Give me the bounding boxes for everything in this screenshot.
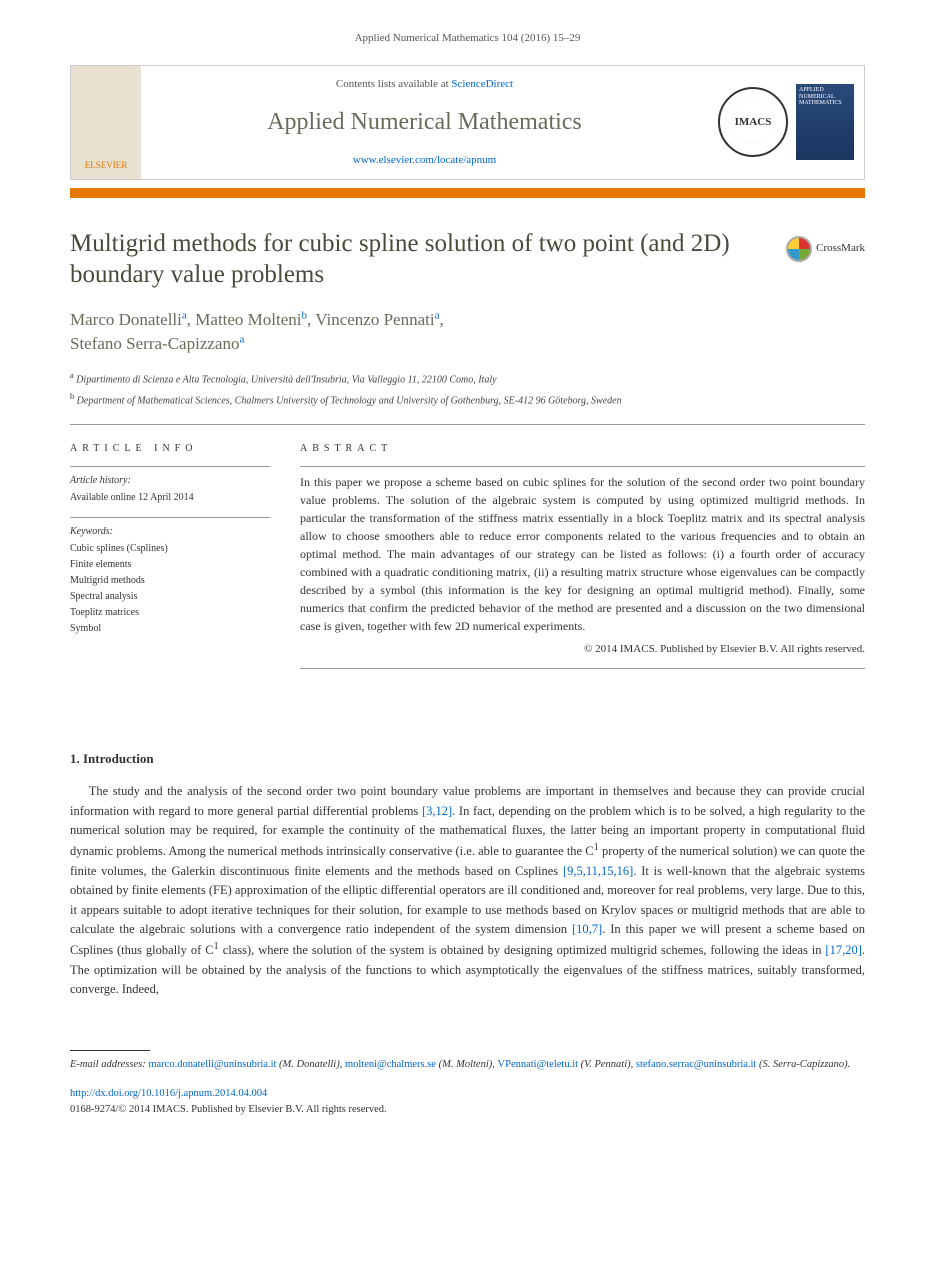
doi-block: http://dx.doi.org/10.1016/j.apnum.2014.0…	[70, 1086, 865, 1118]
banner-middle: Contents lists available at ScienceDirec…	[141, 66, 708, 179]
email-who: (V. Pennati)	[581, 1059, 631, 1070]
author-affiliation-ref[interactable]: a	[182, 309, 187, 321]
email-label: E-mail addresses:	[70, 1059, 146, 1070]
divider	[70, 424, 865, 425]
author: Marco Donatelli	[70, 310, 182, 329]
contents-list-text: Contents lists available at ScienceDirec…	[149, 76, 700, 93]
author: Matteo Molteni	[195, 310, 301, 329]
crossmark-icon	[786, 236, 812, 262]
journal-banner: ELSEVIER Contents lists available at Sci…	[70, 65, 865, 180]
history-text: Available online 12 April 2014	[70, 490, 270, 505]
email-link[interactable]: stefano.serrac@uninsubria.it	[636, 1059, 756, 1070]
crossmark-badge[interactable]: CrossMark	[786, 228, 865, 262]
email-link[interactable]: marco.donatelli@uninsubria.it	[148, 1059, 276, 1070]
banner-right: IMACS APPLIED NUMERICAL MATHEMATICS	[708, 66, 864, 179]
author-affiliation-ref[interactable]: a	[435, 309, 440, 321]
citation-link[interactable]: [17,20]	[825, 944, 861, 958]
journal-url[interactable]: www.elsevier.com/locate/apnum	[149, 152, 700, 169]
imacs-badge-icon: IMACS	[718, 87, 788, 157]
author: Stefano Serra-Capizzano	[70, 334, 239, 353]
email-link[interactable]: VPennati@teletu.it	[498, 1059, 579, 1070]
running-header: Applied Numerical Mathematics 104 (2016)…	[70, 30, 865, 47]
journal-cover-thumbnail: APPLIED NUMERICAL MATHEMATICS	[796, 84, 854, 160]
footer-divider	[70, 1050, 150, 1051]
email-who: (M. Donatelli)	[279, 1059, 340, 1070]
author: Vincenzo Pennati	[315, 310, 434, 329]
author-affiliation-ref[interactable]: b	[302, 309, 308, 321]
copyright-line: © 2014 IMACS. Published by Elsevier B.V.…	[300, 641, 865, 658]
journal-name: Applied Numerical Mathematics	[149, 104, 700, 140]
divider	[70, 517, 270, 518]
doi-link[interactable]: http://dx.doi.org/10.1016/j.apnum.2014.0…	[70, 1088, 267, 1099]
affiliation: a Dipartimento di Scienza e Alta Tecnolo…	[70, 370, 865, 387]
author-affiliation-ref[interactable]: a	[239, 333, 244, 345]
issn-line: 0168-9274/© 2014 IMACS. Published by Els…	[70, 1104, 387, 1115]
section-heading-introduction: 1. Introduction	[70, 749, 865, 769]
abstract-column: ABSTRACT In this paper we propose a sche…	[300, 441, 865, 679]
affiliation-text: Dipartimento di Scienza e Alta Tecnologi…	[76, 374, 496, 385]
contents-prefix: Contents lists available at	[336, 78, 451, 90]
publisher-logo-block: ELSEVIER	[71, 66, 141, 179]
article-title: Multigrid methods for cubic spline solut…	[70, 228, 766, 291]
divider	[300, 668, 865, 669]
footer-block: E-mail addresses: marco.donatelli@uninsu…	[70, 1050, 865, 1118]
author-list: Marco Donatellia, Matteo Moltenib, Vince…	[70, 308, 865, 356]
elsevier-logo: ELSEVIER	[85, 159, 128, 173]
introduction-body: The study and the analysis of the second…	[70, 782, 865, 999]
citation-link[interactable]: [3,12]	[422, 804, 452, 818]
divider	[70, 466, 270, 467]
keyword-list: Cubic splines (Csplines) Finite elements…	[70, 541, 270, 636]
abstract-text: In this paper we propose a scheme based …	[300, 473, 865, 635]
article-info-header: ARTICLE INFO	[70, 441, 270, 456]
email-who: (S. Serra-Capizzano)	[759, 1059, 848, 1070]
history-label: Article history:	[70, 473, 270, 488]
keyword: Cubic splines (Csplines)	[70, 541, 270, 556]
sciencedirect-link[interactable]: ScienceDirect	[451, 78, 513, 90]
affiliation-text: Department of Mathematical Sciences, Cha…	[77, 395, 622, 406]
citation-link[interactable]: [9,5,11,15,16]	[563, 864, 633, 878]
crossmark-label: CrossMark	[816, 240, 865, 257]
accent-bar	[70, 188, 865, 198]
keyword: Multigrid methods	[70, 573, 270, 588]
article-info-column: ARTICLE INFO Article history: Available …	[70, 441, 270, 679]
keyword: Toeplitz matrices	[70, 605, 270, 620]
keyword: Symbol	[70, 621, 270, 636]
affiliation: b Department of Mathematical Sciences, C…	[70, 391, 865, 408]
abstract-header: ABSTRACT	[300, 441, 865, 456]
email-addresses: E-mail addresses: marco.donatelli@uninsu…	[70, 1057, 865, 1073]
keyword: Spectral analysis	[70, 589, 270, 604]
keywords-label: Keywords:	[70, 524, 270, 539]
email-who: (M. Molteni)	[439, 1059, 493, 1070]
keyword: Finite elements	[70, 557, 270, 572]
email-link[interactable]: molteni@chalmers.se	[345, 1059, 436, 1070]
citation-link[interactable]: [10,7]	[572, 922, 602, 936]
divider	[300, 466, 865, 467]
